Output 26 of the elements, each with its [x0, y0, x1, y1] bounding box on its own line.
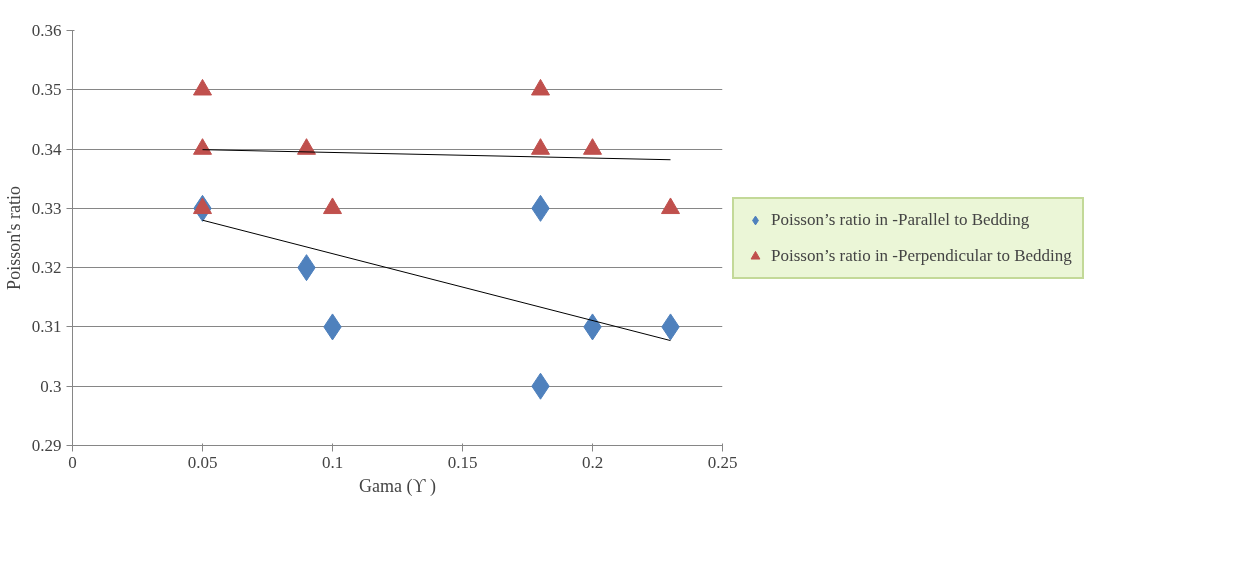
point [193, 138, 212, 155]
point [193, 197, 212, 215]
x-tick-label: 0.2 [581, 452, 604, 472]
y-tick-label: 0.35 [31, 80, 62, 100]
legend-label: Poisson’s ratio in -Perpendicular to Bedding [771, 245, 1072, 266]
y-tick-label: 0.31 [31, 317, 62, 337]
y-tick-label: 0.34 [31, 139, 62, 159]
y-axis-title: Poisson's ratio [3, 186, 24, 290]
x-tick-label: 0.25 [707, 452, 738, 472]
point [531, 78, 550, 96]
point [531, 138, 550, 155]
point [193, 78, 212, 96]
x-tick-label: 0.1 [321, 452, 344, 472]
y-tick-label: 0.32 [31, 258, 62, 278]
point [661, 197, 680, 215]
y-tick-label: 0.3 [40, 376, 62, 396]
y-tick-label: 0.36 [31, 21, 62, 40]
point [323, 197, 342, 215]
x-tick-label: 0.05 [187, 452, 218, 472]
y-tick-label: 0.33 [31, 198, 62, 218]
x-axis-title: Gama (ϒ ) [359, 475, 436, 497]
x-tick-label: 0 [68, 452, 77, 472]
x-tick-label: 0.15 [447, 452, 478, 472]
y-tick-label: 0.29 [31, 436, 62, 455]
point [583, 138, 602, 155]
legend-label: Poisson’s ratio in -Parallel to Bedding [771, 209, 1030, 230]
